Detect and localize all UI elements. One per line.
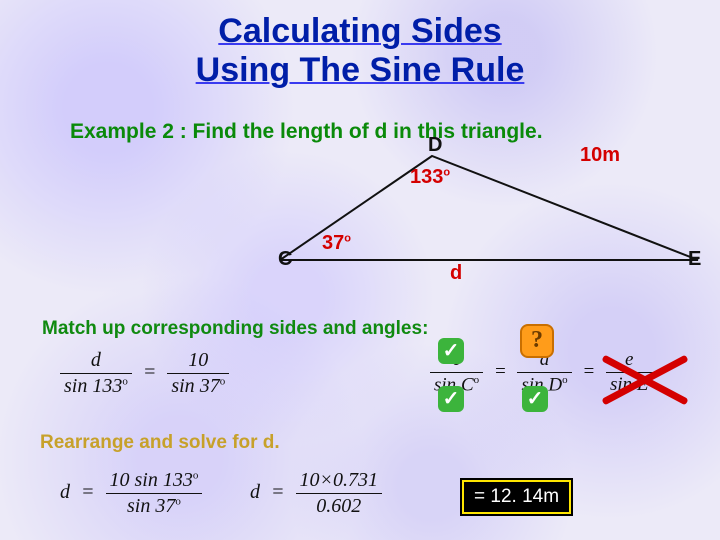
solve-step-1: d = 10 sin 133o sin 37o — [60, 470, 202, 517]
tick-icon-d-den: ✓ — [522, 386, 548, 412]
title-line-1: Calculating Sides — [218, 12, 501, 50]
vertex-E-label: E — [688, 248, 701, 271]
sine-rule-equation: d sin 133o = 10 sin 37o — [60, 350, 229, 397]
slide-title: Calculating Sides Using The Sine Rule — [0, 12, 720, 90]
tick-icon-c-num: ✓ — [438, 338, 464, 364]
vertex-C-label: C — [278, 248, 292, 271]
cross-icon — [600, 350, 690, 410]
triangle-diagram: D C E 10m 133o 37o d — [280, 150, 700, 300]
triangle-svg — [280, 150, 700, 300]
eq1-rhs-frac: 10 sin 37o — [167, 350, 229, 397]
question-icon: ? — [520, 324, 554, 358]
side-d-label: d — [450, 262, 462, 285]
example-prompt: Example 2 : Find the length of d in this… — [70, 120, 543, 144]
vertex-D-label: D — [428, 134, 442, 157]
side-DE-length: 10m — [580, 144, 620, 167]
answer-text: = 12. 14m — [462, 480, 571, 514]
answer-box: = 12. 14m — [460, 478, 573, 516]
rearrange-instruction: Rearrange and solve for d. — [40, 432, 280, 454]
angle-C: 37o — [322, 232, 351, 255]
title-line-2: Using The Sine Rule — [196, 51, 525, 89]
match-instruction: Match up corresponding sides and angles: — [42, 318, 428, 340]
equals-1: = — [137, 361, 163, 383]
solve-step-2: d = 10×0.731 0.602 — [250, 470, 382, 517]
angle-D: 133o — [410, 166, 450, 189]
eq1-lhs-frac: d sin 133o — [60, 350, 132, 397]
tick-icon-c-den: ✓ — [438, 386, 464, 412]
